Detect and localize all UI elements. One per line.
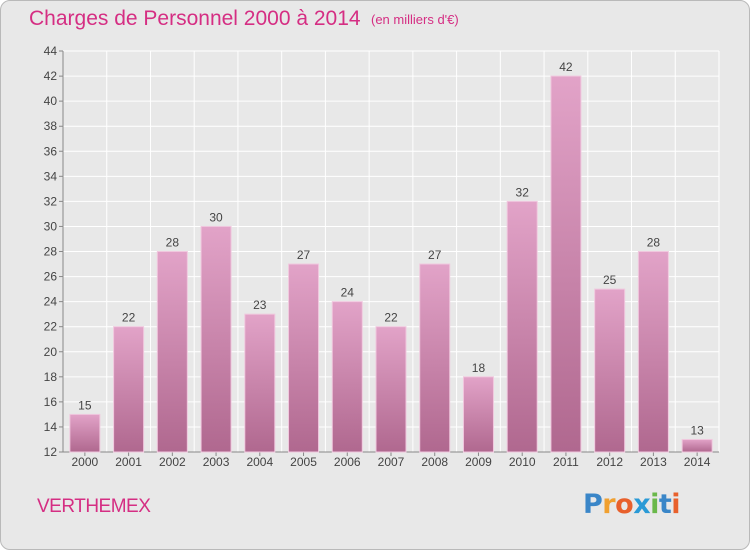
x-tick-label: 2001 — [115, 455, 142, 469]
bars — [69, 75, 713, 453]
x-tick-label: 2007 — [378, 455, 405, 469]
bar-2001 — [113, 326, 145, 453]
y-tick-label: 18 — [44, 370, 58, 384]
bar-2013 — [637, 251, 669, 453]
bar-value-label: 27 — [297, 248, 311, 262]
bar-2006 — [331, 301, 363, 453]
y-tick-label: 14 — [44, 420, 58, 434]
bar-2008 — [419, 263, 451, 453]
commune-name: VERTHEMEX — [37, 496, 151, 517]
bar-value-label: 42 — [559, 60, 573, 74]
y-tick-label: 12 — [44, 445, 58, 459]
bar-value-label: 32 — [516, 185, 530, 199]
bar-value-label: 22 — [384, 311, 398, 325]
bar-2005 — [288, 263, 320, 453]
x-tick-label: 2008 — [421, 455, 448, 469]
y-tick-label: 20 — [44, 345, 58, 359]
y-tick-label: 42 — [44, 69, 58, 83]
bar-value-label: 25 — [603, 273, 617, 287]
x-tick-label: 2005 — [290, 455, 317, 469]
x-tick-label: 2002 — [159, 455, 186, 469]
chart-title: Charges de Personnel 2000 à 2014 — [29, 7, 361, 30]
y-tick-label: 22 — [44, 320, 58, 334]
bar-value-label: 18 — [472, 361, 486, 375]
bar-2002 — [156, 251, 188, 453]
bar-2012 — [594, 288, 626, 453]
bar-value-label: 28 — [647, 236, 661, 250]
logo-letter: i — [650, 489, 659, 520]
x-tick-label: 2009 — [465, 455, 492, 469]
bar-value-label: 15 — [78, 398, 92, 412]
y-tick-label: 24 — [44, 295, 58, 309]
logo-letter: r — [602, 489, 616, 520]
logo-letter: i — [671, 489, 681, 520]
y-tick-label: 36 — [44, 144, 58, 158]
y-tick-label: 40 — [44, 94, 58, 108]
labels: 12 14 16 18 20 22 24 26 28 30 32 34 36 38 40 42 44 15 2000… — [44, 44, 711, 469]
x-tick-label: 2012 — [596, 455, 623, 469]
bar-value-label: 27 — [428, 248, 442, 262]
y-tick-label: 30 — [44, 219, 58, 233]
bar-2009 — [462, 376, 494, 453]
x-tick-label: 2010 — [509, 455, 536, 469]
bar-value-label: 30 — [209, 210, 223, 224]
bar-2004 — [244, 313, 276, 453]
x-tick-label: 2014 — [684, 455, 711, 469]
unit-note: (en milliers d'€) — [371, 12, 459, 27]
y-tick-label: 34 — [44, 169, 58, 183]
bar-2007 — [375, 326, 407, 453]
bar-value-label: 13 — [690, 423, 704, 437]
x-tick-label: 2000 — [72, 455, 99, 469]
bar-value-label: 28 — [166, 236, 180, 250]
y-tick-label: 16 — [44, 395, 58, 409]
bar-value-label: 23 — [253, 298, 267, 312]
x-tick-label: 2013 — [640, 455, 667, 469]
bar-2014 — [681, 438, 713, 453]
x-tick-label: 2003 — [203, 455, 230, 469]
bar-2003 — [200, 225, 232, 453]
logo-letter: P — [583, 489, 603, 520]
bar-2000 — [69, 413, 101, 453]
logo-letter: t — [658, 489, 672, 520]
bar-value-label: 22 — [122, 311, 136, 325]
logo-letter: o — [615, 489, 634, 520]
logo-letter: x — [633, 489, 651, 520]
bar-2010 — [506, 200, 538, 453]
bar-value-label: 24 — [341, 286, 355, 300]
x-tick-label: 2011 — [553, 455, 579, 469]
y-tick-label: 32 — [44, 194, 58, 208]
x-tick-label: 2004 — [246, 455, 273, 469]
y-tick-label: 28 — [44, 245, 58, 259]
y-tick-label: 26 — [44, 270, 58, 284]
bar-2011 — [550, 75, 582, 453]
y-tick-label: 38 — [44, 119, 58, 133]
y-tick-label: 44 — [44, 44, 58, 58]
proxiti-logo: Proxiti — [583, 489, 681, 520]
x-tick-label: 2006 — [334, 455, 361, 469]
